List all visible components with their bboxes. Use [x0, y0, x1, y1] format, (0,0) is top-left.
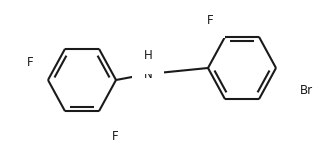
Text: F: F — [112, 130, 118, 143]
Text: F: F — [27, 56, 34, 68]
Text: Br: Br — [300, 83, 313, 97]
Text: N: N — [144, 68, 152, 80]
Text: F: F — [206, 14, 213, 27]
Text: H: H — [144, 49, 152, 62]
